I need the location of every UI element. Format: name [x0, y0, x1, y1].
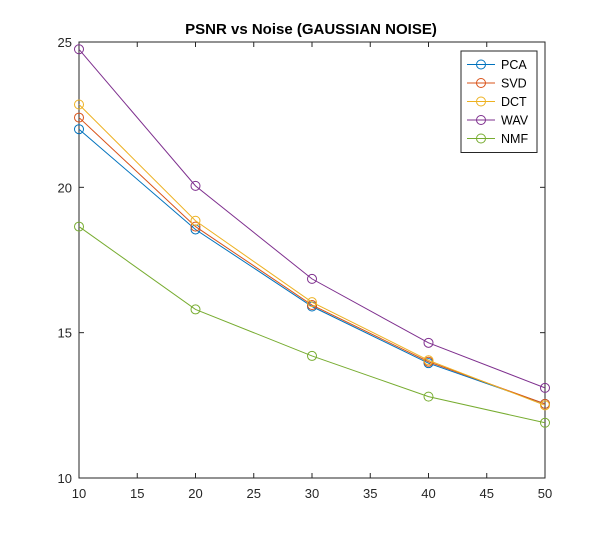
- data-point-nmf: [190, 304, 201, 315]
- data-point-nmf: [423, 391, 434, 402]
- data-point-nmf: [540, 417, 550, 428]
- data-point-wav: [423, 337, 434, 348]
- legend-marker-pca: [476, 59, 486, 70]
- data-point-dct: [423, 355, 434, 366]
- data-point-wav: [307, 273, 317, 284]
- data-point-svd: [74, 112, 84, 123]
- legend-marker-svd: [476, 78, 486, 88]
- legend-marker-nmf: [476, 133, 486, 144]
- x-tick-label: 35: [363, 486, 377, 501]
- data-point-pca: [74, 124, 84, 135]
- plot-area: 10 15 20 25 30 35 40 45 50 10 15 20 25 PCA SVD DCT WAV NM…: [58, 35, 553, 501]
- legend-label-pca: PCA: [501, 58, 527, 72]
- x-tick-label: 50: [538, 486, 552, 501]
- x-tick-label: 20: [188, 486, 202, 501]
- y-tick-label: 10: [58, 471, 72, 486]
- series-line-nmf: [78, 226, 546, 424]
- x-tick-label: 25: [247, 486, 261, 501]
- series-line-dct: [78, 104, 546, 406]
- series-line-wav: [78, 48, 546, 389]
- data-point-nmf: [74, 221, 84, 232]
- x-tick-label: 30: [305, 486, 319, 501]
- legend-marker-dct: [476, 96, 486, 107]
- x-tick-label: 10: [72, 486, 86, 501]
- data-point-dct: [74, 99, 84, 110]
- y-tick-label: 25: [58, 35, 72, 50]
- data-point-wav: [74, 44, 84, 55]
- data-point-wav: [540, 382, 550, 393]
- legend-marker-wav: [476, 115, 486, 125]
- y-tick-label: 15: [58, 326, 72, 341]
- data-point-wav: [190, 180, 201, 191]
- chart-title: PSNR vs Noise (GAUSSIAN NOISE): [185, 21, 437, 38]
- y-tick-label: 20: [58, 180, 72, 195]
- x-tick-label: 45: [480, 486, 494, 501]
- x-tick-label: 15: [130, 486, 144, 501]
- data-point-dct: [540, 400, 550, 411]
- legend-label-dct: DCT: [501, 95, 527, 109]
- legend-label-nmf: NMF: [501, 132, 528, 146]
- data-point-dct: [190, 215, 201, 226]
- legend-label-wav: WAV: [501, 114, 529, 128]
- x-tick-label: 40: [421, 486, 435, 501]
- data-point-nmf: [307, 350, 317, 361]
- data-point-svd: [307, 300, 317, 311]
- series-line-pca: [78, 128, 546, 405]
- legend: PCA SVD DCT WAV NMF: [460, 50, 538, 153]
- data-point-svd: [190, 221, 201, 232]
- legend-label-svd: SVD: [501, 77, 527, 91]
- data-point-dct: [307, 297, 317, 308]
